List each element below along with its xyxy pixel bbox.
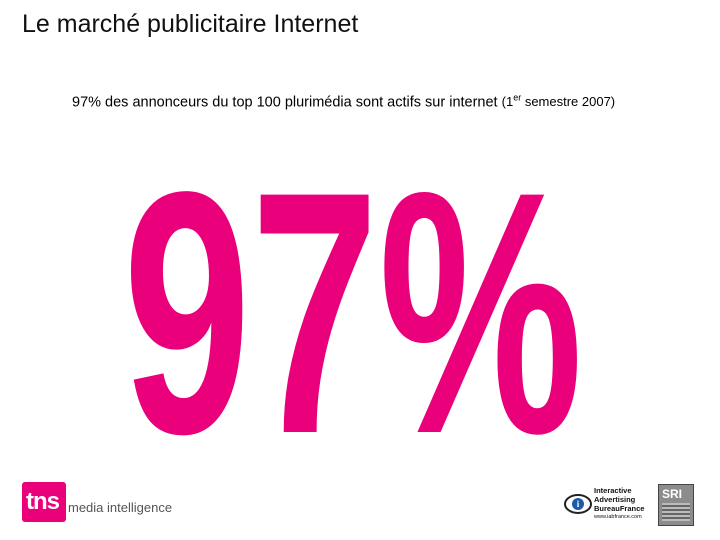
subtitle-period-open: (1 xyxy=(501,94,514,110)
tns-logo-mark: tns xyxy=(22,482,66,522)
iab-line-4: www.iabfrance.com xyxy=(594,514,642,520)
sri-logo: SRI xyxy=(658,484,694,526)
svg-text:i: i xyxy=(577,499,580,509)
subtitle-main: 97% des annonceurs du top 100 plurimédia… xyxy=(72,94,498,111)
iab-france-logo: i Interactive Advertising BureauFrance w… xyxy=(564,486,656,526)
subtitle-period-close: semestre 2007) xyxy=(521,94,616,110)
slide-title: Le marché publicitaire Internet xyxy=(22,10,359,38)
slide-subtitle: 97% des annonceurs du top 100 plurimédia… xyxy=(72,93,615,110)
sri-logo-stripes xyxy=(662,503,690,521)
subtitle-period-sup: er xyxy=(513,93,522,103)
big-percentage: 97% xyxy=(118,150,588,450)
sri-logo-text: SRI xyxy=(662,487,683,501)
iab-line-3: BureauFrance xyxy=(594,504,645,513)
subtitle-period: (1er semestre 2007) xyxy=(501,93,616,110)
tns-logo-text: media intelligence xyxy=(68,500,173,515)
iab-logo-text: Interactive Advertising BureauFrance www… xyxy=(594,486,644,522)
iab-line-1: Interactive xyxy=(594,486,632,495)
tns-mark-text: tns xyxy=(26,488,60,515)
iab-eye-icon: i xyxy=(564,494,592,514)
big-percentage-text: 97% xyxy=(123,150,583,450)
tns-media-intelligence-logo: tns media intelligence xyxy=(22,482,172,522)
iab-line-2: Advertising xyxy=(594,495,636,504)
